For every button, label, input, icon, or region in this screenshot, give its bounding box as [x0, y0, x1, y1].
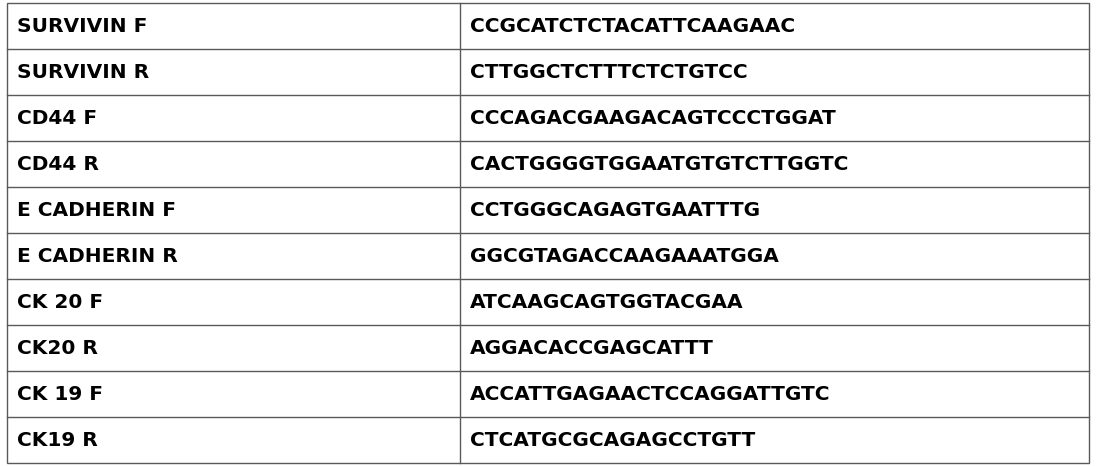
- Text: CCGCATCTCTACATTCAAGAAC: CCGCATCTCTACATTCAAGAAC: [470, 16, 796, 35]
- Text: SURVIVIN F: SURVIVIN F: [18, 16, 147, 35]
- Text: CK20 R: CK20 R: [18, 338, 98, 357]
- Text: CACTGGGGTGGAATGTGTCTTGGTC: CACTGGGGTGGAATGTGTCTTGGTC: [470, 155, 848, 173]
- Text: CTTGGCTCTTTCTCTGTCC: CTTGGCTCTTTCTCTGTCC: [470, 62, 747, 82]
- Text: ATCAAGCAGTGGTACGAA: ATCAAGCAGTGGTACGAA: [470, 293, 744, 311]
- Text: CCCAGACGAAGACAGTCCCTGGAT: CCCAGACGAAGACAGTCCCTGGAT: [470, 109, 836, 128]
- Text: CD44 F: CD44 F: [18, 109, 98, 128]
- Text: SURVIVIN R: SURVIVIN R: [18, 62, 149, 82]
- Text: ACCATTGAGAACTCCAGGATTGTC: ACCATTGAGAACTCCAGGATTGTC: [470, 384, 831, 404]
- Text: CK19 R: CK19 R: [18, 431, 98, 450]
- Text: CTCATGCGCAGAGCCTGTT: CTCATGCGCAGAGCCTGTT: [470, 431, 755, 450]
- Text: E CADHERIN F: E CADHERIN F: [18, 200, 176, 219]
- Text: AGGACACCGAGCATTT: AGGACACCGAGCATTT: [470, 338, 715, 357]
- Text: CK 19 F: CK 19 F: [18, 384, 103, 404]
- Text: GGCGTAGACCAAGAAATGGA: GGCGTAGACCAAGAAATGGA: [470, 247, 779, 266]
- Text: E CADHERIN R: E CADHERIN R: [18, 247, 178, 266]
- Text: CD44 R: CD44 R: [18, 155, 99, 173]
- Text: CCTGGGCAGAGTGAATTTG: CCTGGGCAGAGTGAATTTG: [470, 200, 761, 219]
- Text: CK 20 F: CK 20 F: [18, 293, 103, 311]
